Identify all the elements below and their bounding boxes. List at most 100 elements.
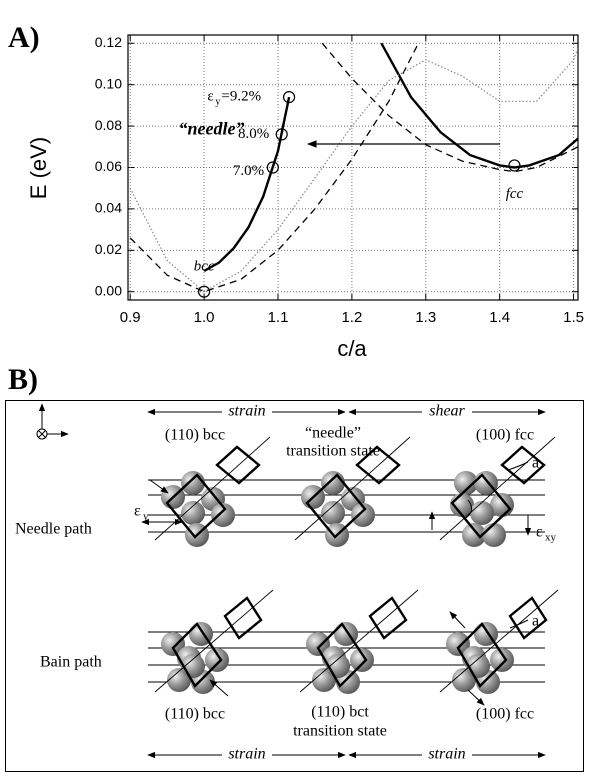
- atom: [161, 632, 185, 656]
- marker: [198, 285, 211, 298]
- cell: [316, 622, 368, 688]
- path-label: Bain path: [40, 654, 102, 671]
- y-tick-label: 0.06: [95, 158, 122, 174]
- marker: [282, 91, 296, 104]
- cell: [450, 473, 512, 539]
- x-tick-label: 1.4: [489, 309, 510, 326]
- label: transition state: [286, 443, 380, 460]
- annotation: bcc: [194, 258, 215, 274]
- subscript: xy: [545, 532, 557, 544]
- marker: [275, 128, 288, 141]
- annotation: 7.0%: [233, 163, 264, 179]
- label: transition state: [293, 723, 387, 740]
- y-tick-label: 0.02: [95, 241, 122, 257]
- x-tick-label: 1.0: [194, 309, 215, 326]
- line: [203, 96, 291, 273]
- annotation: fcc: [506, 186, 524, 202]
- label: shear: [429, 403, 465, 420]
- label-bg: [422, 745, 472, 765]
- atom: [350, 648, 374, 672]
- diagonal: [299, 589, 419, 693]
- y-axis-label: E (eV): [26, 137, 51, 199]
- label: (110) bcc: [165, 427, 225, 444]
- panel-label: A): [8, 21, 40, 54]
- leader: [509, 619, 529, 629]
- panel-label: B): [8, 363, 38, 396]
- atom: [321, 471, 345, 495]
- arrow: [209, 679, 229, 697]
- x-tick-label: 1.3: [415, 309, 436, 326]
- plot: 0.00 0.02 0.04 0.06 0.08 0.10 0.12 0.9 1.0 1.1 1.2…: [95, 34, 584, 326]
- arrow: [149, 479, 169, 494]
- label-bg: [222, 402, 272, 422]
- label: (110) bct: [311, 704, 369, 721]
- label: strain: [428, 746, 465, 763]
- line: [321, 42, 578, 173]
- atom: [351, 503, 375, 527]
- cell: [500, 445, 546, 485]
- cell: [165, 473, 227, 539]
- line: [129, 47, 578, 293]
- arrow: [467, 689, 485, 706]
- label: “needle”: [305, 425, 361, 442]
- cell: [215, 445, 261, 485]
- atom: [306, 632, 330, 656]
- diagonal: [294, 436, 411, 541]
- y-tick-label: 0.10: [95, 75, 122, 91]
- label: a: [532, 613, 539, 630]
- atom: [482, 523, 506, 547]
- annotation: y: [215, 96, 220, 107]
- label: strain: [228, 403, 265, 420]
- marker: [266, 161, 279, 174]
- diagonal: [439, 436, 556, 541]
- path-label: Needle path: [15, 521, 92, 538]
- diagonal: [439, 589, 559, 693]
- x-axis-label: c/a: [337, 336, 367, 361]
- atom: [446, 632, 470, 656]
- label: a: [532, 455, 539, 472]
- diagram: strain shear (110) bcc “needle” transiti…: [15, 402, 559, 765]
- label: (100) fcc: [476, 427, 534, 444]
- cell: [305, 473, 367, 539]
- cell: [223, 596, 263, 640]
- subscript: y: [143, 511, 149, 523]
- leader: [507, 461, 529, 471]
- annotation: “needle”: [179, 118, 245, 138]
- annotation: ε: [207, 89, 213, 105]
- x-tick-label: 1.1: [268, 309, 289, 326]
- label-bg: [222, 745, 272, 765]
- cell: [368, 596, 408, 640]
- atom: [181, 471, 205, 495]
- cell: [355, 445, 401, 485]
- cell: [508, 596, 548, 640]
- annotation: 8.0%: [238, 126, 269, 142]
- cell: [456, 622, 508, 688]
- cell: [171, 622, 223, 688]
- line: [380, 42, 578, 169]
- y-tick-label: 0.12: [95, 34, 122, 50]
- label: (110) bcc: [165, 706, 225, 723]
- x-tick-label: 0.9: [120, 309, 141, 326]
- label: strain: [228, 746, 265, 763]
- atom: [454, 471, 478, 495]
- atom: [205, 648, 229, 672]
- atom: [490, 648, 514, 672]
- atom: [181, 501, 205, 525]
- axis-out-of-plane: [38, 430, 46, 438]
- atom: [470, 501, 494, 525]
- label: (100) fcc: [476, 706, 534, 723]
- x-tick-label: 1.5: [563, 309, 584, 326]
- symbol: ε: [134, 503, 141, 520]
- leader: [465, 499, 472, 519]
- y-tick-label: 0.00: [95, 282, 122, 298]
- diagonal: [154, 589, 274, 693]
- y-tick-label: 0.04: [95, 200, 122, 216]
- atom: [462, 523, 486, 547]
- plot-frame: [127, 34, 579, 301]
- x-tick-label: 1.2: [341, 309, 362, 326]
- annotation: =9.2%: [221, 89, 261, 105]
- label-bg: [422, 402, 472, 422]
- arrow: [449, 611, 466, 629]
- atom: [321, 501, 345, 525]
